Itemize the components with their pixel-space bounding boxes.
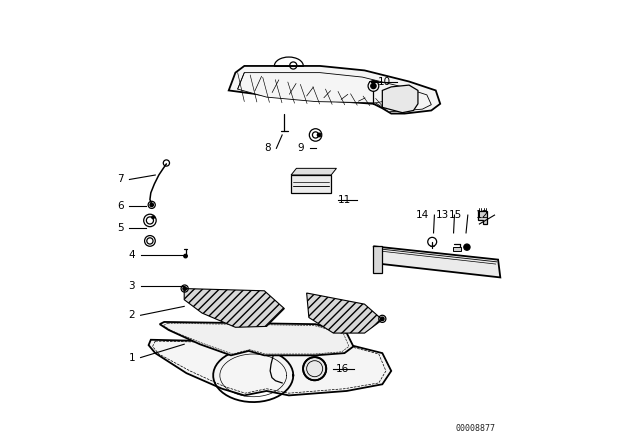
Circle shape <box>150 203 154 207</box>
Text: 00008877: 00008877 <box>456 424 496 433</box>
Polygon shape <box>291 175 331 193</box>
Text: 10: 10 <box>378 77 391 86</box>
Circle shape <box>464 244 470 250</box>
Text: 11: 11 <box>338 194 351 205</box>
Text: 7: 7 <box>118 174 124 185</box>
Text: 12: 12 <box>476 210 489 220</box>
Text: 16: 16 <box>336 364 349 374</box>
Polygon shape <box>373 246 382 273</box>
Polygon shape <box>184 289 284 327</box>
Circle shape <box>381 317 384 321</box>
Polygon shape <box>148 340 391 396</box>
Text: 14: 14 <box>416 210 429 220</box>
Text: 3: 3 <box>129 281 135 291</box>
Text: 2: 2 <box>129 310 135 320</box>
Polygon shape <box>452 247 461 251</box>
Text: 6: 6 <box>118 201 124 211</box>
Circle shape <box>184 254 188 258</box>
Text: 8: 8 <box>264 143 271 153</box>
Circle shape <box>303 357 326 380</box>
Polygon shape <box>237 73 431 112</box>
Circle shape <box>183 287 186 290</box>
Polygon shape <box>382 85 418 113</box>
Polygon shape <box>228 66 440 114</box>
Circle shape <box>152 216 154 219</box>
Polygon shape <box>160 322 353 355</box>
Polygon shape <box>291 168 337 175</box>
Text: 13: 13 <box>436 210 449 220</box>
Text: 9: 9 <box>298 143 305 153</box>
Polygon shape <box>478 211 487 224</box>
Text: 1: 1 <box>129 353 135 362</box>
Circle shape <box>317 133 321 137</box>
Text: 15: 15 <box>449 210 463 220</box>
Circle shape <box>371 83 376 89</box>
Text: 4: 4 <box>129 250 135 260</box>
Polygon shape <box>307 293 382 333</box>
Text: 5: 5 <box>118 224 124 233</box>
Polygon shape <box>373 246 500 277</box>
